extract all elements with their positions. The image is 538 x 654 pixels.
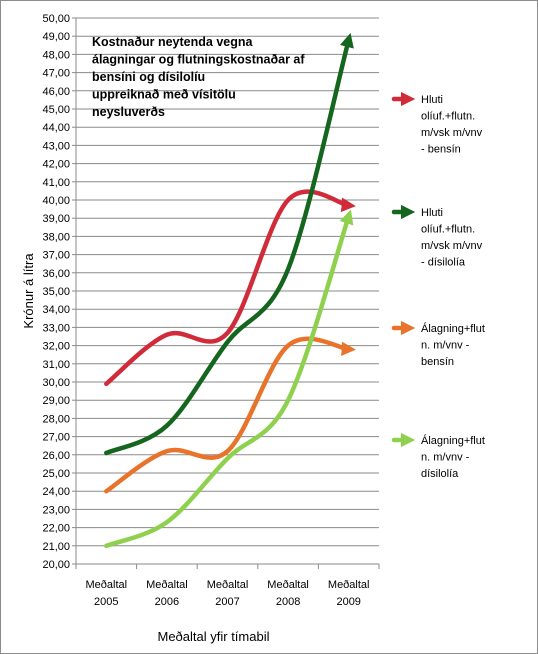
series-line-4 [104,209,354,549]
y-tick-label: 46,00 [42,86,70,98]
legend-label: Álagning+flut n. m/vnv -dísilolía [421,434,485,480]
y-tick-label: 49,00 [42,31,70,43]
y-tick-label: 36,00 [42,268,70,280]
y-tick-label: 35,00 [42,286,70,298]
y-tick-label: 37,00 [42,250,70,262]
y-tick-label: 43,00 [42,140,70,152]
y-tick-label: 44,00 [42,122,70,134]
series-line-3 [104,336,356,494]
y-tick-label: 30,00 [42,377,70,389]
legend-item-4: Álagning+flut n. m/vnv -dísilolía [391,432,485,480]
y-tick-label: 45,00 [42,104,70,116]
x-tick-label: Meðaltal 2008 [267,579,309,608]
y-tick-label: 42,00 [42,159,70,171]
y-tick-label: 38,00 [42,231,70,243]
y-tick-label: 29,00 [42,395,70,407]
y-axis-title: Krónur á lítra [21,253,36,329]
x-tick-label: Meðaltal 2005 [86,579,128,608]
series-line-2 [104,32,354,456]
series-lines [104,32,356,549]
chart-title-text: Kostnaður neytenda vegna álagningar og fl… [92,35,305,119]
legend-item-2: Hluti olíuf.+flutn. m/vsk m/vnv - dísilolía [391,204,483,269]
y-tick-label: 22,00 [42,523,70,535]
y-tick-label: 31,00 [42,359,70,371]
y-tick-label: 25,00 [42,468,70,480]
x-tick-label: Meðaltal 2007 [207,579,249,608]
y-tick-label: 26,00 [42,450,70,462]
legend: Hluti olíuf.+flutn. m/vsk m/vnv - bensín Hlu… [391,91,485,480]
y-tick-label: 23,00 [42,504,70,516]
legend-label: Álagning+flut n. m/vnv -bensín [421,322,485,368]
y-tick-label: 32,00 [42,341,70,353]
y-tick-label: 28,00 [42,413,70,425]
y-tick-label: 47,00 [42,68,70,80]
legend-label: Hluti olíuf.+flutn. m/vsk m/vnv - dísilolía [421,207,483,269]
y-tick-label: 34,00 [42,304,70,316]
y-tick-labels: 20,00 21,00 22,00 23,00 24,00 25,00 26,00 27,00… [42,13,70,571]
axes [75,18,380,569]
y-tick-label: 40,00 [42,195,70,207]
y-tick-label: 20,00 [42,559,70,571]
y-tick-label: 27,00 [42,432,70,444]
y-tick-label: 50,00 [42,13,70,25]
chart-title: Kostnaður neytenda vegna álagningar og fl… [92,35,305,119]
x-tick-label: Meðaltal 2009 [328,579,370,608]
legend-item-1: Hluti olíuf.+flutn. m/vsk m/vnv - bensín [391,91,483,156]
y-tick-label: 48,00 [42,49,70,61]
y-tick-label: 24,00 [42,486,70,498]
y-tick-label: 33,00 [42,322,70,334]
y-tick-label: 39,00 [42,213,70,225]
legend-item-3: Álagning+flut n. m/vnv -bensín [391,320,485,368]
y-tick-label: 21,00 [42,541,70,553]
y-tick-label: 41,00 [42,177,70,189]
x-axis-title: Meðaltal yfir tímabil [158,629,270,644]
x-tick-label: Meðaltal 2006 [146,579,188,608]
gridlines [72,17,379,565]
legend-label: Hluti olíuf.+flutn. m/vsk m/vnv - bensín [421,94,483,156]
x-tick-labels: Meðaltal 2005 Meðaltal 2006 Meðaltal 2007 Meða… [86,579,370,608]
series-line-1 [104,189,356,387]
